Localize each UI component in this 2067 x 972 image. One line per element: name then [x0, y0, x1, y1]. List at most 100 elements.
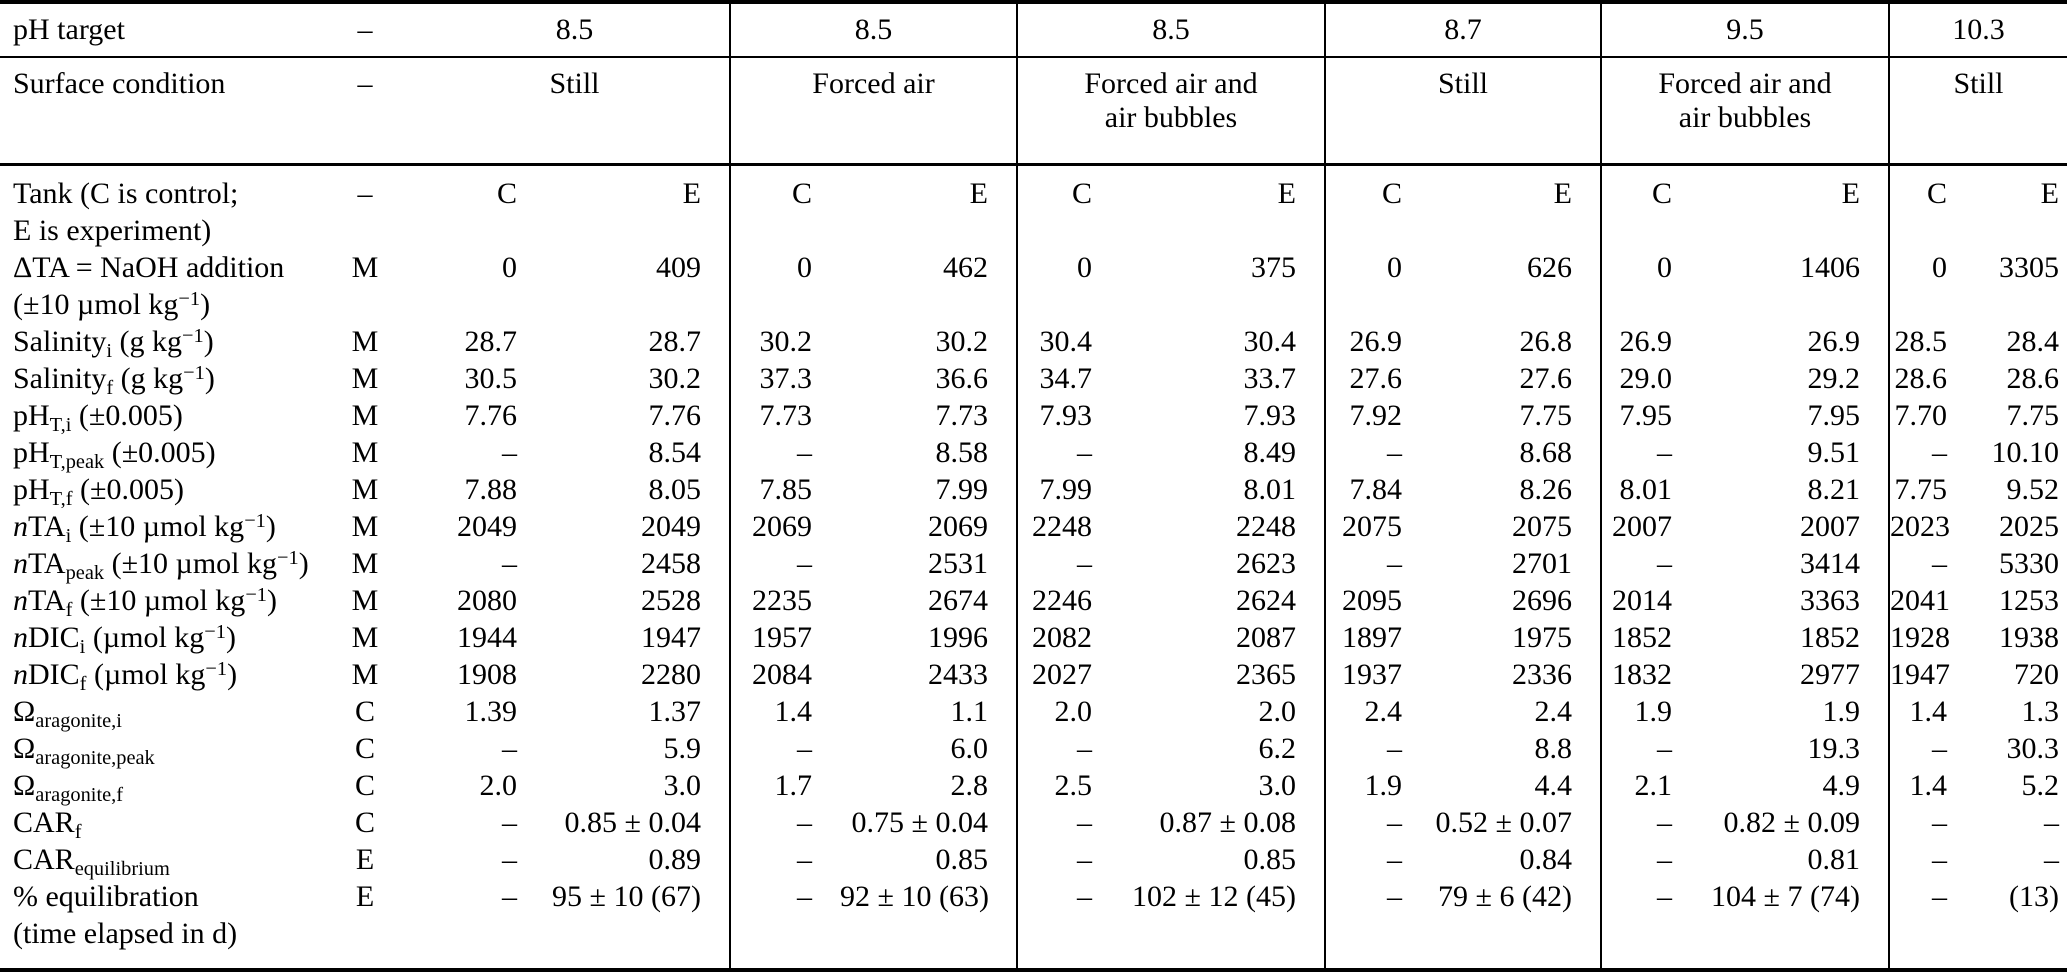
value-cell: 0.87 ± 0.08 [1159, 806, 1296, 839]
value-cell: 2080 [457, 584, 517, 617]
table-row: Ωaragonite,i C 1.39 1.37 1.4 1.1 2.0 2.0 2.4 2.4 1… [0, 693, 2067, 731]
value-cell: 28.6 [2006, 362, 2060, 395]
value-cell: 1908 [457, 658, 517, 691]
value-cell: 4.4 [1534, 769, 1573, 802]
row-label: CARf [13, 806, 82, 844]
table-row: CARf C –0.85 ± 0.04–0.75 ± 0.04–0.87 ± 0.0… [0, 804, 2067, 844]
value-cell: 2336 [1512, 658, 1572, 691]
value-cell: – [1016, 841, 1120, 878]
table-row: Ωaragonite,f C 2.0 3.0 1.7 2.8 2.5 3.0 1.9 4.4 2.1… [0, 767, 2067, 807]
value-cell: 1928 [1888, 619, 1975, 656]
value-cell: 3305 [1999, 251, 2059, 284]
method-flag: M [351, 658, 379, 691]
value-cell: 27.6 [1324, 360, 1430, 397]
value-cell: 2248 [1236, 510, 1296, 543]
value-cell: 30.2 [648, 362, 702, 395]
row-label: nDICf (µmol kg−1) [13, 657, 238, 696]
value-cell: 104 ± 7 (74) [1700, 878, 1889, 972]
value-cell: 1832 [1600, 656, 1700, 693]
surface-condition-row: Surface condition – Still Forced air For… [0, 57, 2067, 166]
value-cell: 3414 [1800, 547, 1860, 580]
value-cell: – [502, 732, 517, 765]
value-cell: – [729, 545, 840, 582]
value-cell: 5.2 [2021, 769, 2060, 802]
value-cell: 26.9 [1600, 323, 1700, 360]
value-cell: 30.4 [1243, 325, 1297, 358]
row-label: % equilibration (time elapsed in d) [0, 878, 310, 972]
value-cell: 2082 [1016, 619, 1120, 656]
value-cell: 1975 [1512, 621, 1572, 654]
value-cell: 2.8 [950, 769, 989, 802]
row-label: ΔTA = NaOH addition (±10 µmol kg−1) [13, 251, 285, 321]
row-label: pHT,f (±0.005) [13, 473, 184, 511]
value-cell: 2624 [1236, 584, 1296, 617]
value-cell: 2069 [729, 508, 840, 545]
table-row: nTApeak (±10 µmol kg−1) M –2458–2531–2623–… [0, 545, 2067, 583]
value-cell: – [1888, 434, 1975, 471]
value-cell: 1.4 [1888, 767, 1975, 804]
row-label: Tank (C is control; E is experiment) [13, 177, 239, 247]
value-cell: 2248 [1016, 508, 1120, 545]
row-label: Ωaragonite,f [13, 769, 124, 807]
value-cell: 7.76 [464, 399, 518, 432]
value-cell: 7.84 [1324, 471, 1430, 508]
surface-condition-group3: Forced air and air bubbles [1016, 57, 1325, 166]
row-label: CARequilibrium [13, 843, 170, 881]
surface-condition-dash: – [310, 57, 420, 166]
value-cell: 33.7 [1243, 362, 1297, 395]
table-row: pHT,peak (±0.005) M –8.54–8.58–8.49–8.68–9… [0, 434, 2067, 472]
value-cell: 26.9 [1324, 323, 1430, 360]
method-flag: C [354, 769, 375, 802]
value-cell: – [2044, 806, 2059, 839]
value-cell: 2623 [1236, 547, 1296, 580]
table-row: ΔTA = NaOH addition (±10 µmol kg−1) M 0 409 0… [0, 249, 2067, 323]
value-cell: 28.7 [464, 325, 518, 358]
value-cell: 2041 [1888, 582, 1975, 619]
surface-condition-group5: Forced air and air bubbles [1600, 57, 1889, 166]
value-cell: 7.73 [729, 397, 840, 434]
method-flag: M [351, 584, 379, 617]
value-cell: 1.9 [1324, 767, 1430, 804]
value-cell: C [1600, 164, 1700, 249]
value-cell: 7.88 [464, 473, 518, 506]
value-cell: 9.51 [1807, 436, 1861, 469]
value-cell: 0.85 [1243, 843, 1297, 876]
value-cell: 0 [502, 251, 517, 284]
value-cell: 1.9 [1600, 693, 1700, 730]
value-cell: 1.7 [729, 767, 840, 804]
value-cell: – [1324, 434, 1430, 471]
table-row: Salinityi (g kg−1) M 28.7 28.7 30.2 30.2 30.4 3… [0, 323, 2067, 361]
value-cell: 1944 [457, 621, 517, 654]
row-label: Ωaragonite,peak [13, 732, 155, 770]
value-cell: C [1888, 164, 1975, 249]
value-cell: 720 [2014, 658, 2059, 691]
row-label: nTAi (±10 µmol kg−1) [13, 509, 276, 548]
value-cell: 2.4 [1534, 695, 1573, 728]
value-cell: – [502, 436, 517, 469]
value-cell: 8.05 [648, 473, 702, 506]
value-cell: 1897 [1324, 619, 1430, 656]
value-cell: 0 [729, 249, 840, 323]
value-cell: 8.01 [1600, 471, 1700, 508]
value-cell: 1852 [1600, 619, 1700, 656]
value-cell: 30.2 [935, 325, 989, 358]
table-row: nDICf (µmol kg−1) M 1908 2280 2084 2433 2027 23… [0, 656, 2067, 696]
value-cell: 0 [1888, 249, 1975, 323]
value-cell: 375 [1251, 251, 1296, 284]
value-cell: – [729, 841, 840, 878]
value-cell: 0 [1016, 249, 1120, 323]
value-cell: 2.4 [1324, 693, 1430, 730]
value-cell: 7.99 [935, 473, 989, 506]
ph-target-value-group5: 9.5 [1600, 0, 1889, 58]
surface-condition-group2: Forced air [729, 57, 1017, 166]
value-cell: C [1324, 164, 1430, 249]
value-cell: 2025 [1999, 510, 2059, 543]
value-cell: 2049 [457, 510, 517, 543]
value-cell: 27.6 [1519, 362, 1573, 395]
value-cell: 102 ± 12 (45) [1120, 878, 1325, 972]
value-cell: – [1324, 804, 1430, 841]
row-label: nDICi (µmol kg−1) [13, 620, 236, 659]
value-cell: 34.7 [1016, 360, 1120, 397]
value-cell: 10.10 [1991, 436, 2060, 469]
table-row: CARequilibrium E –0.89–0.85–0.85–0.84–0.81… [0, 841, 2067, 881]
